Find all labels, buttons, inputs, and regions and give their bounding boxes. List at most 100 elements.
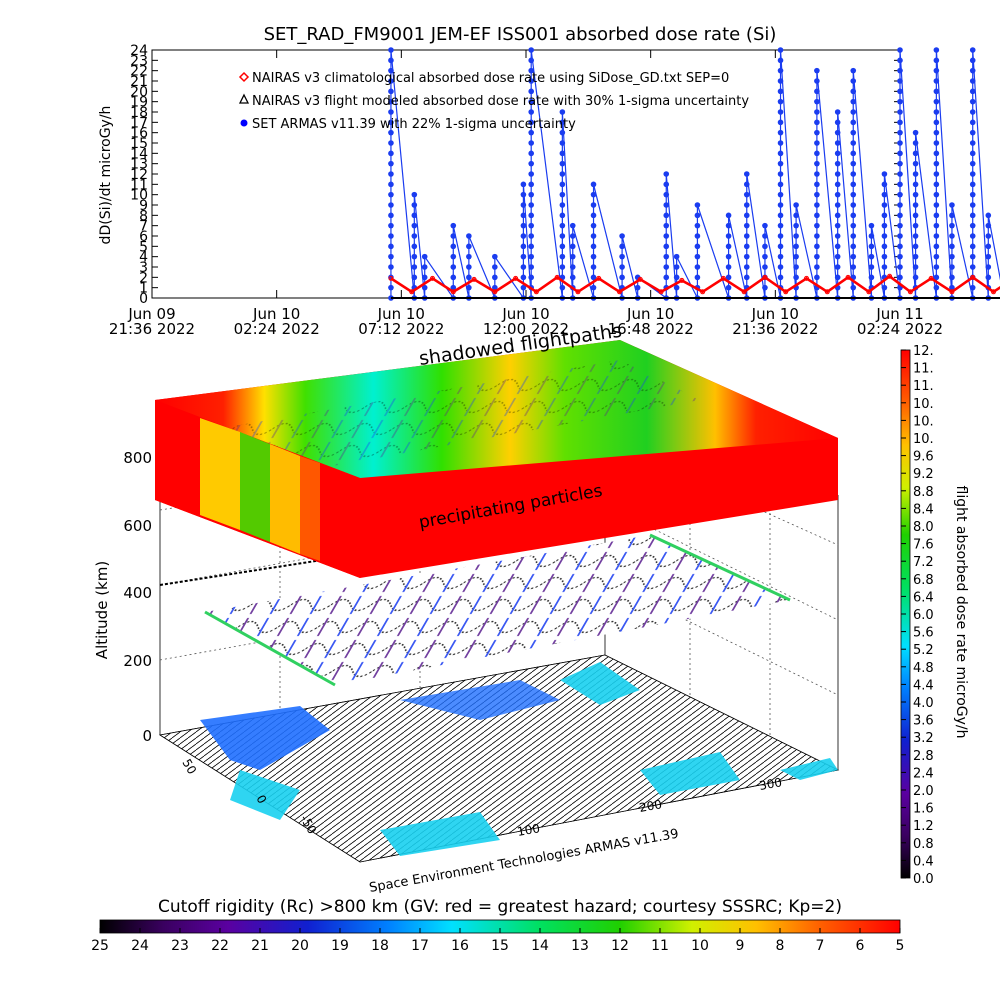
data-point [933,202,940,208]
data-point [949,264,955,270]
data-point [559,233,566,239]
data-point [969,233,976,239]
data-point [619,243,625,250]
data-point [743,202,750,208]
data-point [663,202,670,208]
data-point [897,253,903,260]
data-point [590,243,597,250]
y-tick-label: 20 [130,84,148,100]
data-point [411,212,418,219]
colorbar-tick-label: 12. [913,344,934,359]
colorbar-tick-label: 14 [531,938,549,954]
data-point [804,275,809,281]
colorbar-tick-label: 4.8 [913,661,934,676]
data-point [559,264,566,270]
data-point [466,253,472,260]
data-point [897,160,903,167]
colorbar-tick-label: 24 [131,938,149,954]
data-point [897,98,903,105]
data-point [969,98,976,105]
data-point [834,233,841,239]
colorbar-tick-label: 0.4 [913,854,934,869]
data-point [949,274,955,281]
data-point [388,119,394,126]
ground-map-layer [158,654,840,863]
x-tick-label: 02:24 2022 [857,320,943,338]
colorbar-tick-label: 2.4 [913,766,934,781]
colorbar-tick-label: 10 [691,938,709,954]
data-point [814,253,820,260]
data-point [814,191,820,198]
data-point [762,253,768,260]
data-point [492,289,498,295]
data-point [969,212,976,219]
data-point [969,109,976,115]
data-point [528,274,534,281]
data-point [528,202,534,208]
colorbar-tick-label: 9.6 [913,450,934,465]
data-point [762,222,768,229]
data-point [949,284,955,291]
legend: NAIRAS v3 climatological absorbed dose r… [238,71,749,132]
legend-marker [238,93,250,104]
data-point [969,171,976,177]
colorbar-tick-label: 5.2 [913,643,934,658]
data-point [834,150,841,157]
data-point [969,129,976,136]
data-point [814,150,820,157]
y-tick-label: 23 [130,53,148,69]
data-point [814,140,820,146]
x-tick-label: 12:00 2022 [483,320,569,338]
x-tick-label: 02:24 2022 [234,320,320,338]
colorbar-tick-label: 8.0 [913,520,934,535]
data-point [777,222,784,229]
data-point [762,274,768,280]
data-point [969,88,976,95]
data-point [897,109,903,115]
data-point [933,233,940,239]
colorbar-tick-label: 1.2 [913,819,934,834]
legend-label: SET ARMAS v11.39 with 22% 1-sigma uncert… [252,117,576,132]
data-point [619,233,625,239]
data-point [388,191,394,198]
data-point [777,140,784,146]
data-point [559,191,566,198]
data-point [933,47,940,53]
data-point [933,57,940,64]
data-point [520,222,527,229]
data-point [933,212,940,219]
data-point [450,253,457,260]
y-tick-label: 5 [139,239,148,255]
data-point [777,88,784,95]
data-point [528,119,534,126]
data-point [933,264,940,270]
data-point [814,243,820,250]
data-point [421,264,428,270]
data-point [411,233,418,239]
data-point [590,191,597,198]
series-0 [388,47,1000,301]
altitude-tick: 600 [123,517,152,535]
data-point [520,202,527,208]
data-point [814,88,820,95]
data-point [411,191,418,198]
y-tick-label: 24 [130,43,148,59]
data-point [933,274,940,281]
data-point [969,243,976,250]
colorbar-tick-label: 5.6 [913,626,934,641]
data-point [985,212,992,219]
data-point [777,150,784,157]
data-point [850,202,857,208]
colorbar-tick-label: 21 [251,938,269,954]
data-point [793,243,799,250]
data-point [850,253,857,260]
data-point [725,212,732,219]
chart-title: SET_RAD_FM9001 JEM-EF ISS001 absorbed do… [264,24,777,45]
legend-label: NAIRAS v3 climatological absorbed dose r… [252,71,729,86]
data-point [949,233,955,239]
data-point [912,222,919,229]
data-point [897,191,903,198]
data-point [850,264,857,270]
data-point [868,233,875,239]
y-tick-label: 12 [130,167,148,183]
